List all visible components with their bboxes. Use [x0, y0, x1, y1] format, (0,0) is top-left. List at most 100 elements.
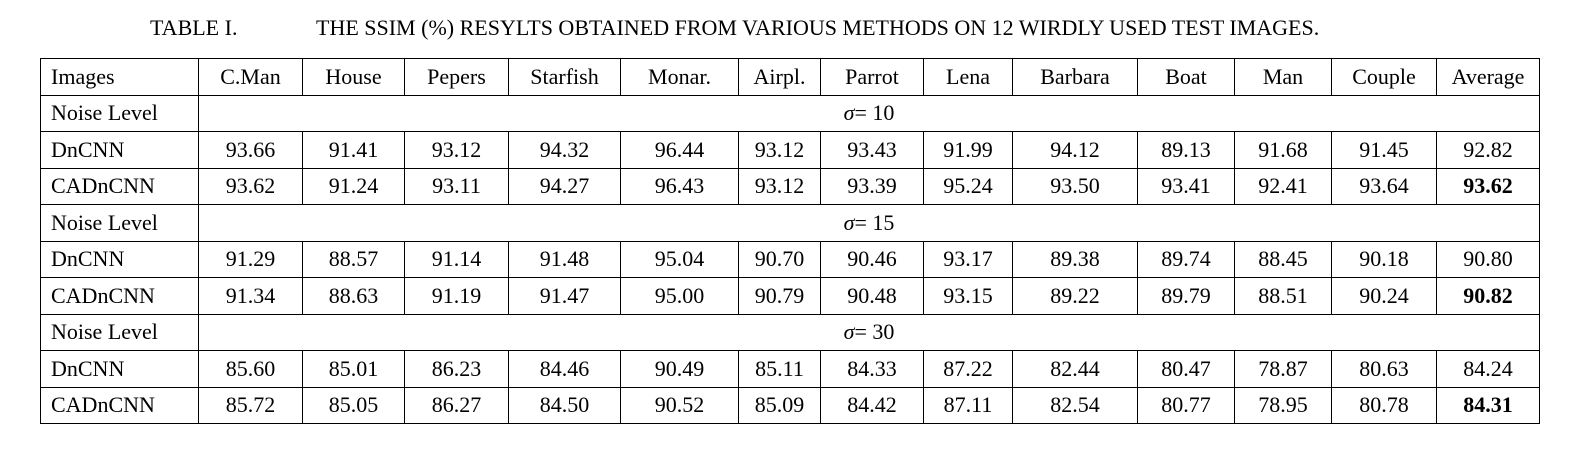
value-cell: 93.12: [738, 131, 821, 169]
value-cell: 80.63: [1331, 350, 1437, 388]
value-cell: 78.87: [1234, 350, 1332, 388]
header-cell: Airpl.: [738, 58, 821, 96]
average-cell: 90.80: [1436, 240, 1540, 278]
value-cell: 90.24: [1331, 277, 1437, 315]
value-cell: 84.50: [508, 386, 621, 424]
value-cell: 90.18: [1331, 240, 1437, 278]
value-cell: 90.48: [820, 277, 924, 315]
value-cell: 96.43: [620, 167, 739, 205]
value-cell: 82.54: [1012, 386, 1138, 424]
noise-level-row: Noise Level σ= 10: [40, 94, 1540, 132]
table-row: CADnCNN 85.72 85.05 86.27 84.50 90.52 85.09 84.…: [40, 386, 1540, 424]
value-cell: 88.51: [1234, 277, 1332, 315]
value-cell: 93.12: [404, 131, 509, 169]
value-cell: 93.66: [198, 131, 303, 169]
value-cell: 88.57: [302, 240, 405, 278]
value-cell: 84.46: [508, 350, 621, 388]
ssim-table: Images C.Man House Pepers Starfish Monar…: [40, 58, 1540, 424]
value-cell: 93.11: [404, 167, 509, 205]
table-caption: TABLE I. THE SSIM (%) RESYLTS OBTAINED F…: [0, 10, 1578, 46]
sigma-cell: σ= 30: [198, 313, 1540, 351]
noise-level-row: Noise Level σ= 15: [40, 204, 1540, 242]
value-cell: 91.41: [302, 131, 405, 169]
value-cell: 90.46: [820, 240, 924, 278]
value-cell: 91.14: [404, 240, 509, 278]
value-cell: 86.23: [404, 350, 509, 388]
value-cell: 94.12: [1012, 131, 1138, 169]
caption-label: TABLE I.: [150, 15, 238, 40]
value-cell: 92.41: [1234, 167, 1332, 205]
value-cell: 93.12: [738, 167, 821, 205]
method-name-cell: CADnCNN: [40, 167, 199, 205]
value-cell: 90.79: [738, 277, 821, 315]
value-cell: 89.22: [1012, 277, 1138, 315]
value-cell: 93.43: [820, 131, 924, 169]
value-cell: 91.24: [302, 167, 405, 205]
average-cell: 84.31: [1436, 386, 1540, 424]
value-cell: 89.79: [1137, 277, 1235, 315]
value-cell: 91.48: [508, 240, 621, 278]
value-cell: 93.50: [1012, 167, 1138, 205]
value-cell: 85.72: [198, 386, 303, 424]
noise-level-label: Noise Level: [40, 313, 199, 351]
method-name-cell: CADnCNN: [40, 277, 199, 315]
value-cell: 90.52: [620, 386, 739, 424]
sigma-symbol: σ: [843, 209, 855, 235]
value-cell: 91.19: [404, 277, 509, 315]
value-cell: 91.45: [1331, 131, 1437, 169]
header-cell: Boat: [1137, 58, 1235, 96]
value-cell: 91.99: [923, 131, 1013, 169]
caption-text: THE SSIM (%) RESYLTS OBTAINED FROM VARIO…: [316, 15, 1320, 40]
value-cell: 94.32: [508, 131, 621, 169]
noise-level-label: Noise Level: [40, 204, 199, 242]
value-cell: 80.47: [1137, 350, 1235, 388]
value-cell: 80.77: [1137, 386, 1235, 424]
value-cell: 85.11: [738, 350, 821, 388]
value-cell: 93.17: [923, 240, 1013, 278]
average-cell: 92.82: [1436, 131, 1540, 169]
value-cell: 93.39: [820, 167, 924, 205]
method-name-cell: DnCNN: [40, 240, 199, 278]
value-cell: 84.42: [820, 386, 924, 424]
average-cell: 84.24: [1436, 350, 1540, 388]
value-cell: 90.49: [620, 350, 739, 388]
header-cell: Pepers: [404, 58, 509, 96]
header-row: Images C.Man House Pepers Starfish Monar…: [40, 58, 1540, 96]
value-cell: 88.63: [302, 277, 405, 315]
value-cell: 91.47: [508, 277, 621, 315]
value-cell: 86.27: [404, 386, 509, 424]
value-cell: 84.33: [820, 350, 924, 388]
table-row: DnCNN 93.66 91.41 93.12 94.32 96.44 93.12 93.43…: [40, 131, 1540, 169]
value-cell: 91.34: [198, 277, 303, 315]
noise-level-label: Noise Level: [40, 94, 199, 132]
value-cell: 82.44: [1012, 350, 1138, 388]
table-row: DnCNN 91.29 88.57 91.14 91.48 95.04 90.70 90.46…: [40, 240, 1540, 278]
value-cell: 85.01: [302, 350, 405, 388]
sigma-symbol: σ: [843, 319, 855, 345]
value-cell: 89.74: [1137, 240, 1235, 278]
table-row: DnCNN 85.60 85.01 86.23 84.46 90.49 85.11 84.33…: [40, 350, 1540, 388]
table-body: Images C.Man House Pepers Starfish Monar…: [40, 58, 1540, 424]
value-cell: 94.27: [508, 167, 621, 205]
value-cell: 96.44: [620, 131, 739, 169]
table-row: CADnCNN 91.34 88.63 91.19 91.47 95.00 90.79 90.…: [40, 277, 1540, 315]
value-cell: 91.29: [198, 240, 303, 278]
sigma-value: = 10: [854, 100, 895, 126]
header-cell: C.Man: [198, 58, 303, 96]
value-cell: 89.13: [1137, 131, 1235, 169]
header-cell: House: [302, 58, 405, 96]
noise-level-row: Noise Level σ= 30: [40, 313, 1540, 351]
value-cell: 85.05: [302, 386, 405, 424]
header-cell: Monar.: [620, 58, 739, 96]
value-cell: 90.70: [738, 240, 821, 278]
average-cell: 90.82: [1436, 277, 1540, 315]
value-cell: 88.45: [1234, 240, 1332, 278]
table-row: CADnCNN 93.62 91.24 93.11 94.27 96.43 93.12 93.…: [40, 167, 1540, 205]
value-cell: 87.11: [923, 386, 1013, 424]
value-cell: 85.60: [198, 350, 303, 388]
header-cell-average: Average: [1436, 58, 1540, 96]
value-cell: 87.22: [923, 350, 1013, 388]
method-name-cell: CADnCNN: [40, 386, 199, 424]
value-cell: 95.24: [923, 167, 1013, 205]
value-cell: 93.15: [923, 277, 1013, 315]
